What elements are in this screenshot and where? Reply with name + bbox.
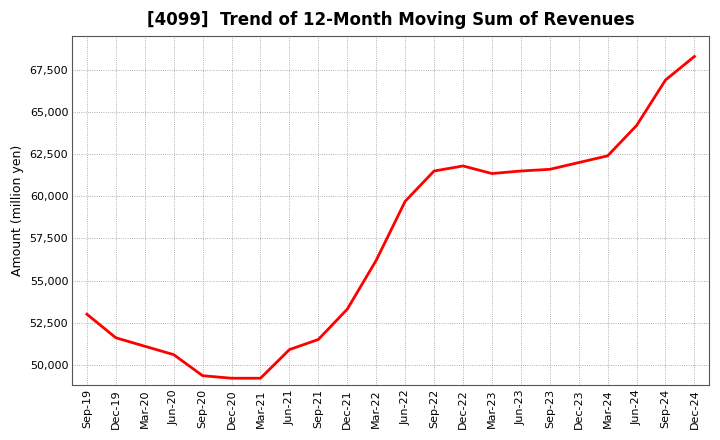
- Y-axis label: Amount (million yen): Amount (million yen): [11, 145, 24, 276]
- Title: [4099]  Trend of 12-Month Moving Sum of Revenues: [4099] Trend of 12-Month Moving Sum of R…: [147, 11, 634, 29]
